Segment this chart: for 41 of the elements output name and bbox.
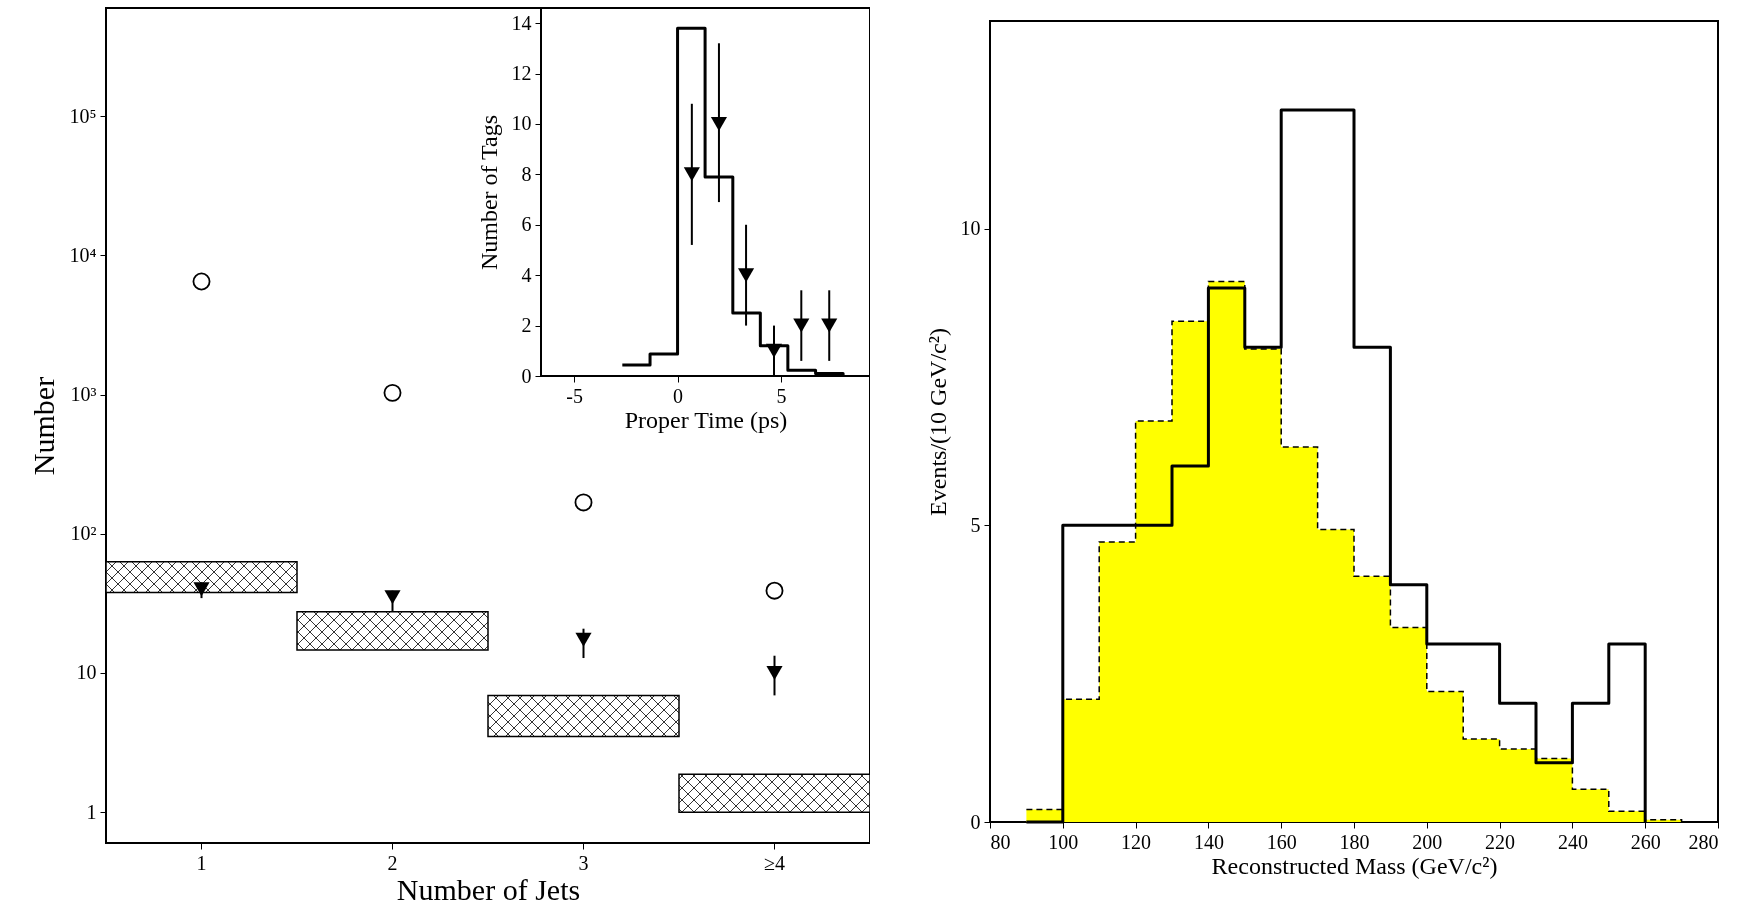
y-tick-label: 12 xyxy=(511,62,532,85)
x-tick-label: 260 xyxy=(1630,830,1661,853)
y-tick-label: 8 xyxy=(521,162,532,185)
y-tick-label: 10 xyxy=(960,217,981,240)
x-tick-label: 2 xyxy=(387,851,398,874)
y-tick-label: 10² xyxy=(70,522,97,545)
x-tick-label: -5 xyxy=(566,384,583,407)
x-tick-label: 180 xyxy=(1339,830,1370,853)
x-tick-label: 5 xyxy=(776,384,787,407)
x-tick-label: 140 xyxy=(1193,830,1224,853)
y-tick-label: 10 xyxy=(511,112,532,135)
x-tick-label: 0 xyxy=(673,384,684,407)
y-tick-label: 2 xyxy=(521,314,532,337)
x-tick-label: ≥4 xyxy=(764,851,785,874)
x-tick-label: 220 xyxy=(1485,830,1516,853)
y-axis-title: Number xyxy=(26,376,60,476)
x-tick-label: 3 xyxy=(578,851,589,874)
x-tick-label: 280 xyxy=(1688,830,1719,853)
x-axis-title: Reconstructed Mass (GeV/c²) xyxy=(1211,852,1498,879)
x-axis-title: Proper Time (ps) xyxy=(624,406,788,433)
y-tick-label: 14 xyxy=(511,11,532,34)
x-tick-label: 100 xyxy=(1048,830,1079,853)
y-tick-label: 4 xyxy=(521,263,532,286)
x-axis-title: Number of Jets xyxy=(396,872,581,905)
y-tick-label: 0 xyxy=(521,364,532,387)
y-tick-label: 10³ xyxy=(70,383,97,406)
y-tick-label: 1 xyxy=(86,800,97,823)
x-tick-label: 200 xyxy=(1412,830,1443,853)
x-tick-label: 160 xyxy=(1266,830,1297,853)
y-tick-label: 10⁵ xyxy=(69,104,97,127)
y-tick-label: 6 xyxy=(521,213,532,236)
y-axis-title: Events/(10 GeV/c²) xyxy=(924,328,951,516)
x-tick-label: 120 xyxy=(1121,830,1152,853)
y-axis-title: Number of Tags xyxy=(475,114,502,271)
x-tick-label: 80 xyxy=(990,830,1011,853)
x-tick-label: 1 xyxy=(196,851,207,874)
y-tick-label: 0 xyxy=(970,810,981,833)
y-tick-label: 10 xyxy=(76,661,97,684)
y-tick-label: 5 xyxy=(970,513,981,536)
y-tick-label: 10⁴ xyxy=(69,243,97,266)
x-tick-label: 240 xyxy=(1557,830,1588,853)
